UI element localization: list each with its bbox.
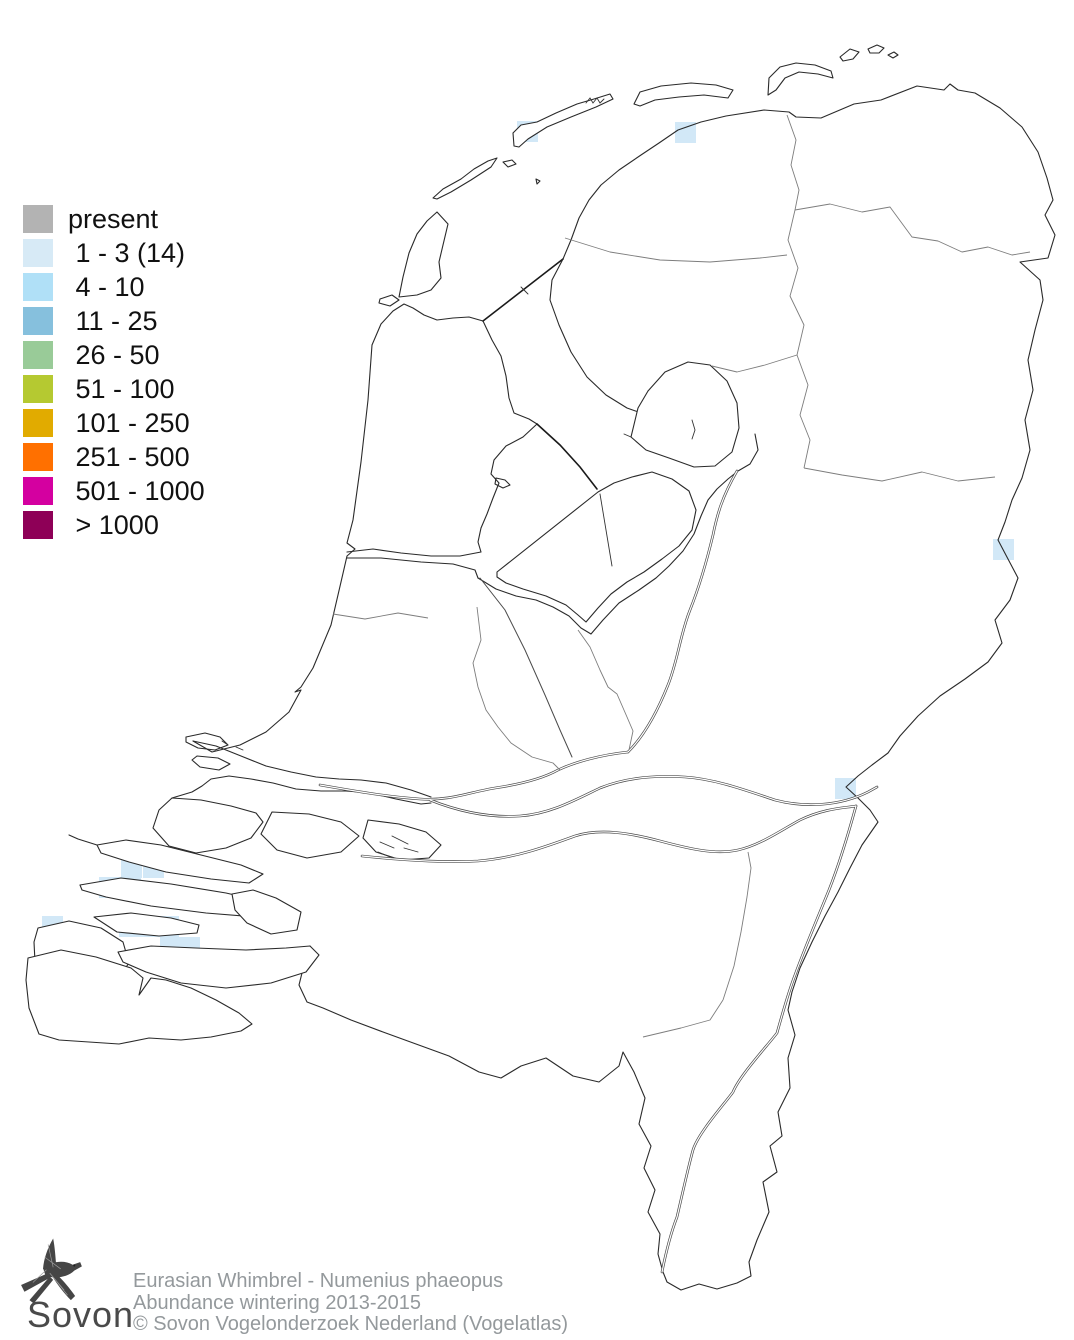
caption-copyright: © Sovon Vogelonderzoek Nederland (Vogela… (133, 1313, 569, 1335)
caption-species: Eurasian Whimbrel - Numenius phaeopus (133, 1270, 504, 1292)
legend-swatch (23, 307, 53, 335)
legend-row: 501 - 1000 (23, 474, 205, 508)
delta-islands (25, 797, 442, 1045)
legend-row: 101 - 250 (23, 406, 205, 440)
map-caption: Eurasian Whimbrel - Numenius phaeopus Ab… (133, 1270, 569, 1336)
legend-row: 11 - 25 (23, 304, 205, 338)
legend-swatch (23, 443, 53, 471)
legend-row: 4 - 10 (23, 270, 205, 304)
wadden-islands (378, 44, 899, 307)
legend-row: 51 - 100 (23, 372, 205, 406)
legend-swatch (23, 273, 53, 301)
legend-label: > 1000 (68, 510, 159, 540)
legend-row: 1 - 3 (14) (23, 236, 205, 270)
legend-row: 26 - 50 (23, 338, 205, 372)
legend-swatch (23, 375, 53, 403)
caption-subject: Abundance wintering 2013-2015 (133, 1291, 421, 1314)
legend-label: 26 - 50 (68, 340, 160, 370)
legend-label: 4 - 10 (68, 272, 145, 302)
legend-label: 11 - 25 (68, 306, 158, 336)
legend-label: 1 - 3 (14) (68, 238, 186, 268)
province-boundaries (332, 114, 1031, 1038)
legend-label: 51 - 100 (68, 374, 175, 404)
legend-label: present (68, 204, 159, 234)
rivers (318, 469, 879, 1274)
legend-row: > 1000 (23, 508, 205, 542)
legend-swatch (23, 409, 53, 437)
legend-swatch (23, 341, 53, 369)
legend-swatch (23, 511, 53, 539)
legend-label: 251 - 500 (68, 442, 190, 472)
abundance-cell (675, 122, 696, 143)
legend-row: 251 - 500 (23, 440, 205, 474)
legend-label: 501 - 1000 (68, 476, 205, 506)
coastline-layer (192, 83, 1056, 1291)
legend-row: present (23, 202, 205, 236)
legend: present 1 - 3 (14) 4 - 10 11 - 25 26 - 5… (23, 202, 205, 542)
legend-swatch (23, 477, 53, 505)
legend-label: 101 - 250 (68, 408, 190, 438)
sovon-logo-bird-icon (21, 1238, 82, 1304)
rotterdam-harbour (171, 732, 432, 805)
sovon-logo-text: Sovon (27, 1294, 135, 1335)
legend-swatch (23, 239, 53, 267)
legend-swatch (23, 205, 53, 233)
